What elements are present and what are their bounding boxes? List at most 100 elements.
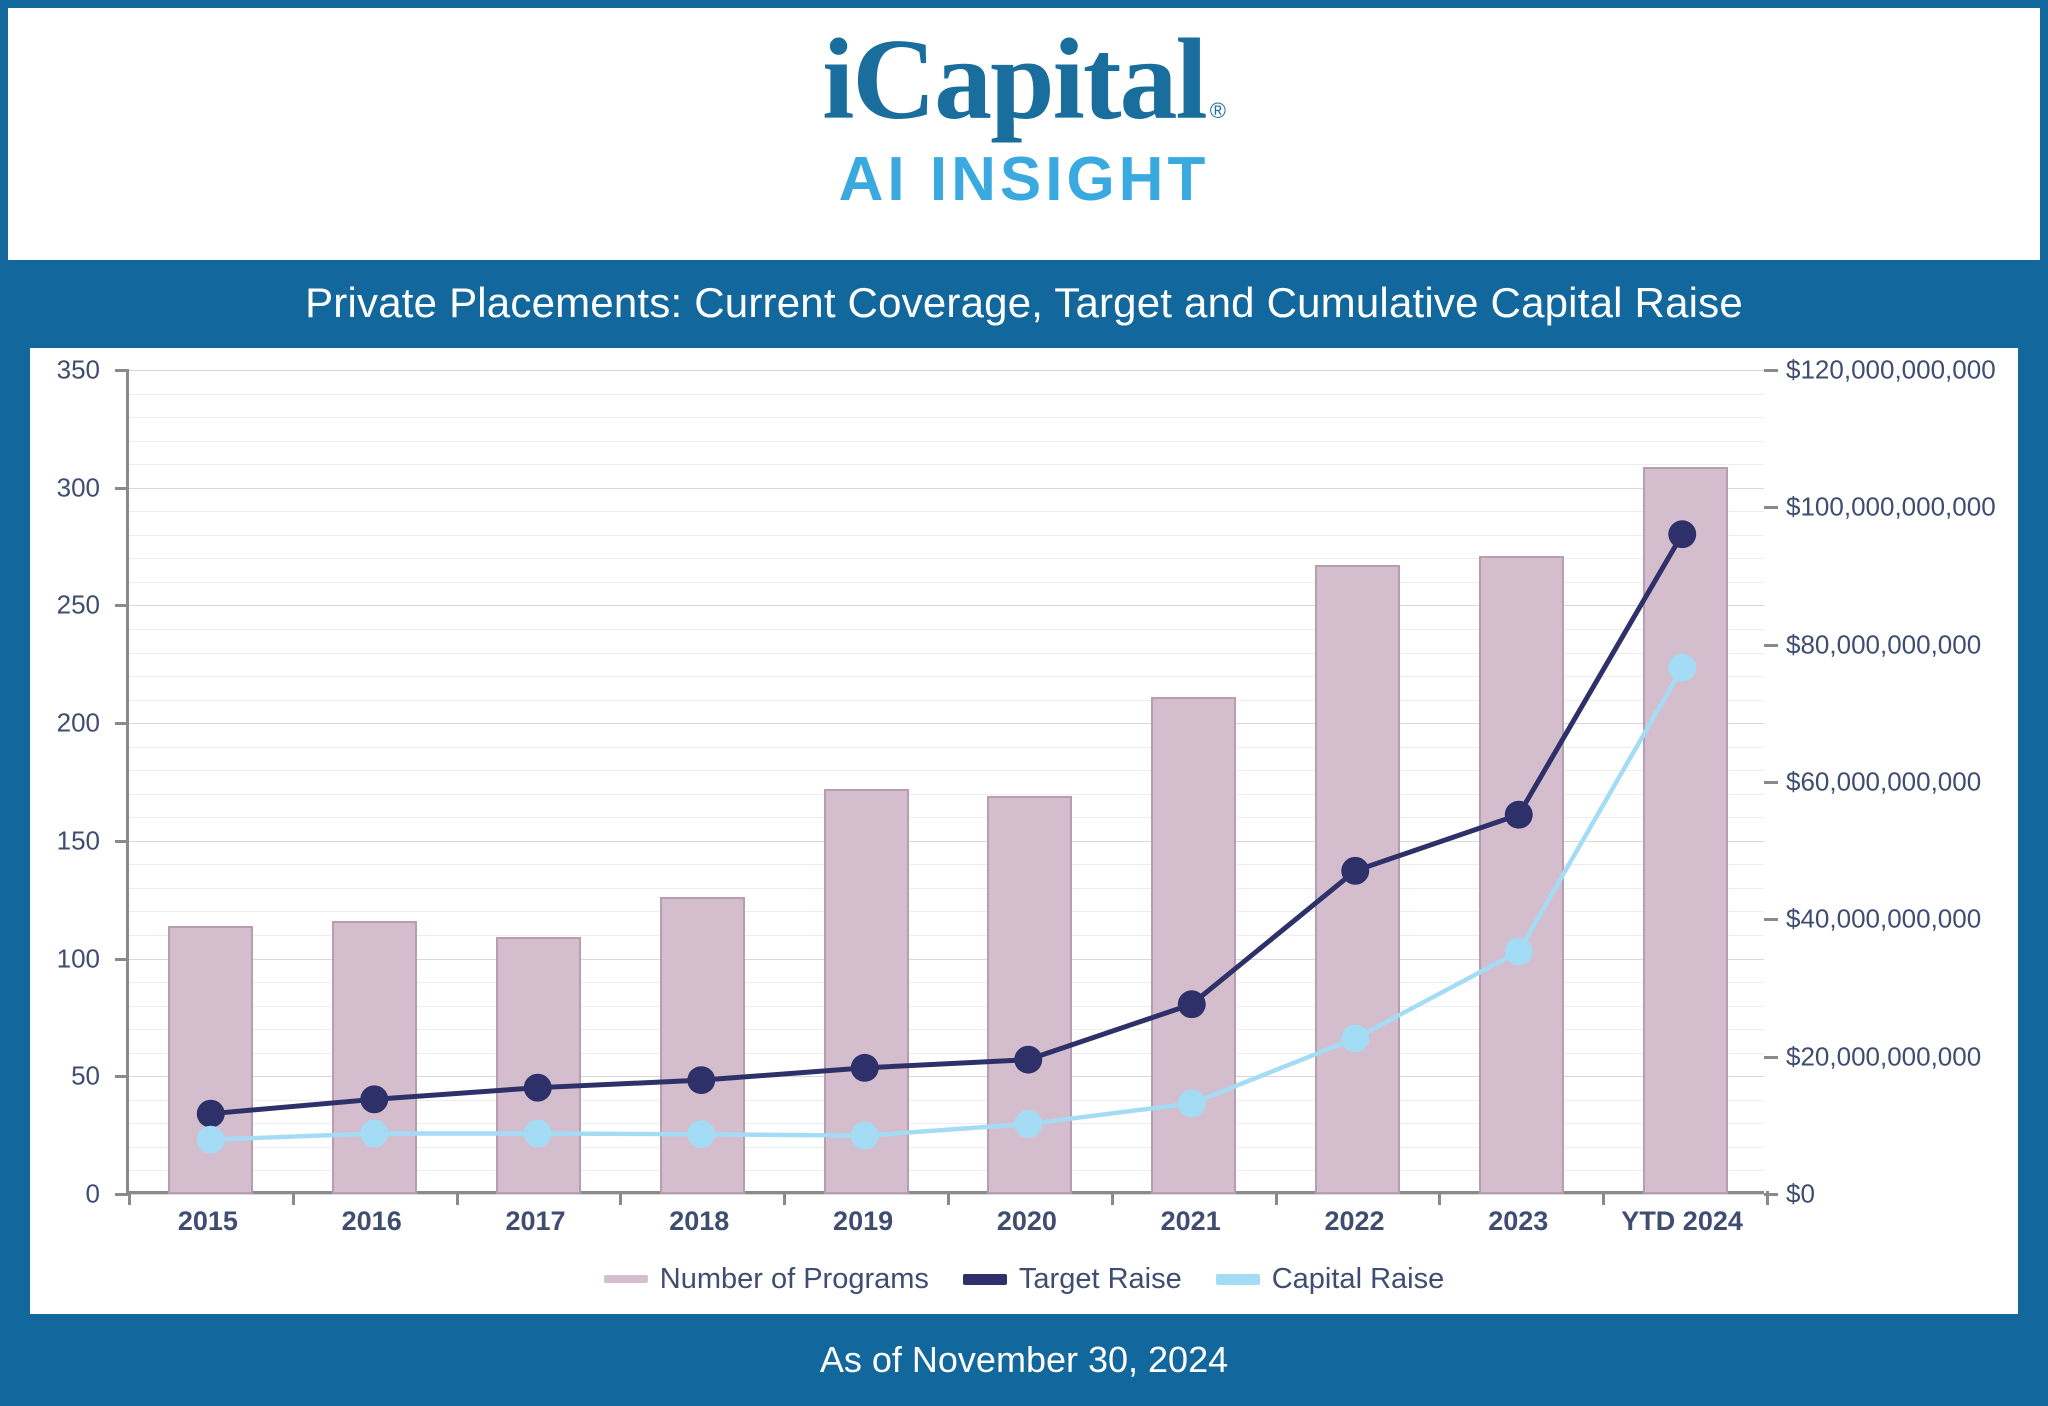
legend-item-target-raise[interactable]: Target Raise	[962, 1262, 1182, 1296]
x-axis-tick-mark	[291, 1191, 295, 1205]
registered-trademark-icon: ®	[1209, 98, 1226, 123]
x-axis-tick-mark	[1766, 1191, 1769, 1205]
right-axis-tick-label: $80,000,000,000	[1786, 629, 1982, 660]
x-axis-label-ytd-2024: YTD 2024	[1621, 1206, 1743, 1236]
right-axis-tick-label: $120,000,000,000	[1786, 354, 1996, 385]
legend-item-capital-raise[interactable]: Capital Raise	[1215, 1262, 1445, 1296]
left-axis-tick-mark	[115, 957, 129, 961]
plot-frame: 0 50 100 150 200 250 300 350 $0 $20,000,000,000 $…	[30, 348, 2018, 1314]
right-axis-tick-mark	[1764, 1055, 1778, 1059]
x-axis-label-2018: 2018	[669, 1206, 730, 1236]
x-axis-tick-mark	[1274, 1191, 1278, 1205]
gridline-minor	[129, 417, 1764, 419]
chart-legend: Number of Programs Target Raise Capital Ra…	[30, 1254, 2018, 1304]
brand-logo: iCapital ®	[822, 22, 1226, 138]
right-axis-tick-label: $100,000,000,000	[1786, 491, 1996, 522]
left-axis-tick-mark	[115, 369, 129, 372]
right-value-axis: $0 $20,000,000,000 $40,000,000,000 $60,000,…	[1768, 348, 2018, 1209]
left-axis-tick-label: 350	[56, 354, 100, 385]
left-axis-tick-mark	[115, 722, 129, 726]
left-axis-tick-mark	[115, 604, 129, 608]
x-axis-label-2023: 2023	[1488, 1206, 1549, 1236]
left-axis-tick-label: 300	[56, 472, 100, 503]
left-axis-tick-label: 0	[85, 1178, 100, 1209]
gridline-major	[129, 487, 1764, 489]
gridline-major	[129, 1194, 1764, 1195]
bar-2019	[823, 789, 909, 1194]
bar-2015	[168, 925, 254, 1194]
gridline-minor	[129, 440, 1764, 442]
x-axis-tick-mark	[1602, 1191, 1606, 1205]
x-axis-label-2019: 2019	[833, 1206, 894, 1236]
brand-header: iCapital ® AI INSIGHT	[8, 8, 2040, 260]
bar-2022	[1314, 565, 1401, 1194]
legend-swatch-icon	[962, 1273, 1007, 1285]
footer-bar: As of November 30, 2024	[8, 1322, 2040, 1398]
left-axis-tick-label: 50	[71, 1060, 100, 1091]
gridline-minor	[129, 393, 1764, 395]
bar-2017	[495, 937, 582, 1194]
brand-logo-text: iCapital	[822, 16, 1208, 144]
line-target-raise	[208, 531, 1685, 1117]
gridline-minor	[129, 534, 1764, 536]
legend-label: Capital Raise	[1271, 1262, 1445, 1295]
bar-2021	[1151, 697, 1237, 1194]
page-title: Private Placements: Current Coverage, Ta…	[305, 279, 1743, 326]
right-axis-tick-mark	[1764, 1193, 1778, 1196]
left-value-axis: 0 50 100 150 200 250 300 350	[30, 348, 118, 1209]
x-axis-label-2017: 2017	[505, 1206, 566, 1236]
x-axis-tick-mark	[455, 1191, 459, 1205]
right-axis-tick-mark	[1764, 918, 1778, 922]
x-axis-tick-mark	[1110, 1191, 1114, 1205]
x-axis-tick-mark	[1438, 1191, 1442, 1205]
bar-2016	[332, 920, 418, 1194]
x-axis-label-2020: 2020	[996, 1206, 1057, 1236]
left-axis-tick-mark	[115, 1193, 129, 1196]
left-axis-tick-mark	[115, 1075, 129, 1079]
chart-title-bar: Private Placements: Current Coverage, Ta…	[8, 260, 2040, 346]
x-axis-label-2022: 2022	[1324, 1206, 1385, 1236]
gridline-minor	[129, 464, 1764, 466]
x-axis-label-2021: 2021	[1160, 1206, 1221, 1236]
x-axis-label-2016: 2016	[341, 1206, 402, 1236]
right-axis-tick-mark	[1764, 506, 1778, 510]
gridline-minor	[129, 511, 1764, 513]
legend-label: Target Raise	[1018, 1262, 1182, 1295]
right-axis-tick-mark	[1764, 781, 1778, 784]
left-axis-tick-label: 100	[56, 943, 100, 974]
as-of-date: As of November 30, 2024	[819, 1339, 1229, 1380]
chart-panel: 0 50 100 150 200 250 300 350 $0 $20,000,000,000 $…	[30, 348, 2018, 1314]
x-axis-tick-mark	[128, 1191, 131, 1205]
right-axis-tick-label: $40,000,000,000	[1786, 903, 1982, 934]
left-axis-tick-label: 200	[56, 707, 100, 738]
legend-swatch-icon	[1215, 1273, 1260, 1285]
legend-swatch-icon	[603, 1275, 648, 1283]
bar-2023	[1478, 555, 1564, 1194]
x-axis-tick-mark	[619, 1191, 623, 1205]
right-axis-tick-label: $60,000,000,000	[1786, 766, 1982, 797]
bar-2020	[987, 796, 1073, 1194]
right-axis-tick-label: $0	[1786, 1178, 1815, 1209]
line-capital-raise	[208, 665, 1685, 1142]
left-axis-tick-label: 150	[56, 825, 100, 856]
right-axis-tick-mark	[1764, 643, 1778, 647]
left-axis-tick-mark	[115, 486, 129, 490]
left-axis-tick-mark	[115, 839, 129, 843]
category-axis: 2015 2016 2017 2018 2019 2020 2021 2022 2023 YTD …	[126, 1206, 1764, 1252]
plot-area: Target Raise 2015: 11300000000Target Rai…	[115, 369, 1778, 1205]
x-axis-tick-mark	[783, 1191, 787, 1205]
bar-2018	[659, 897, 745, 1194]
gridline-minor	[129, 1170, 1764, 1172]
gridline-minor	[129, 1146, 1764, 1148]
gridline-major	[129, 370, 1764, 371]
right-axis-tick-mark	[1764, 369, 1778, 372]
legend-item-number-of-programs[interactable]: Number of Programs	[603, 1262, 929, 1296]
left-axis-tick-label: 250	[56, 589, 100, 620]
right-axis-tick-label: $20,000,000,000	[1786, 1041, 1982, 1072]
legend-label: Number of Programs	[659, 1262, 929, 1295]
x-axis-label-2015: 2015	[177, 1206, 238, 1236]
x-axis-tick-mark	[947, 1191, 950, 1205]
bar-ytd-2024	[1642, 466, 1728, 1194]
sub-brand-text: AI INSIGHT	[838, 145, 1210, 214]
